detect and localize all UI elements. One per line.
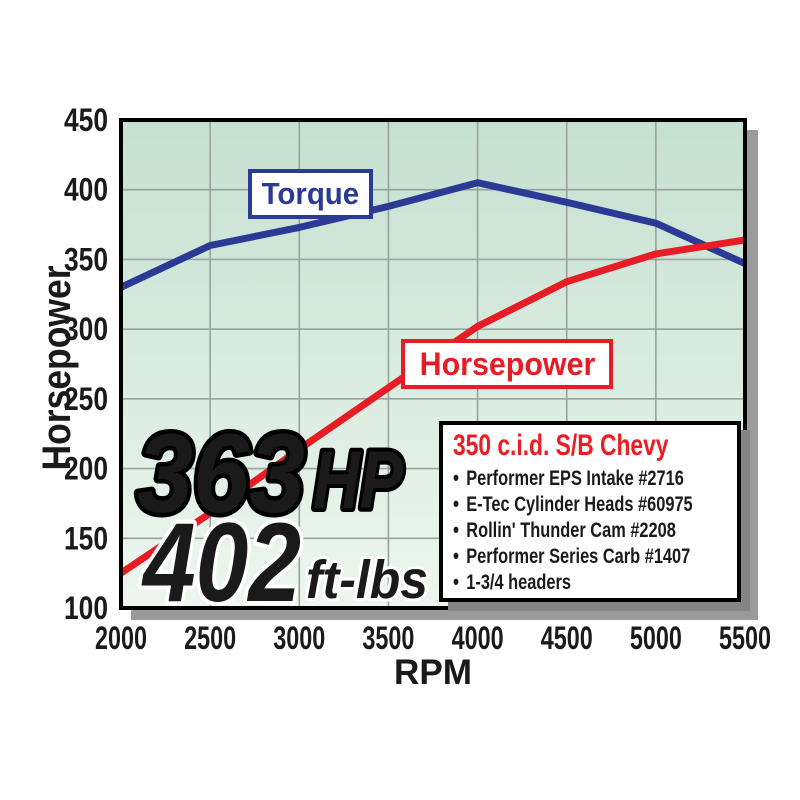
torque-curve — [119, 179, 747, 291]
x-tick-label: 2000 — [95, 620, 147, 656]
x-tick-label: 2500 — [184, 620, 236, 656]
y-tick-label: 200 — [64, 451, 108, 487]
spec-item: Performer EPS Intake #2716 — [453, 465, 684, 491]
spec-item: E-Tec Cylinder Heads #60975 — [453, 491, 692, 517]
y-tick-label: 450 — [64, 102, 108, 138]
peak-hp-value: 363 — [137, 411, 305, 536]
spec-item: Performer Series Carb #1407 — [453, 543, 690, 569]
y-tick-label: 300 — [64, 311, 108, 347]
spec-item: Rollin' Thunder Cam #2208 — [453, 517, 676, 543]
y-axis-title: Horsepower — [35, 266, 79, 471]
horsepower-curve-label: Horsepower — [419, 345, 595, 382]
y-tick-label: 250 — [64, 381, 108, 417]
torque-curve-label: Torque — [261, 176, 360, 211]
engine-spec-list: Performer EPS Intake #2716E-Tec Cylinder… — [453, 465, 737, 595]
x-axis-ticks: 2000 2500 3000 3500 4000 4500 5000 5500 — [95, 620, 771, 656]
y-tick-label: 100 — [64, 590, 108, 626]
y-tick-label: 150 — [64, 520, 108, 556]
x-tick-label: 4000 — [452, 620, 504, 656]
peak-torque-value: 402 — [141, 500, 301, 625]
x-tick-label: 3000 — [273, 620, 325, 656]
peak-torque-unit: ft-lbs — [306, 550, 428, 610]
peak-hp-unit: HP — [313, 435, 403, 526]
x-tick-label: 3500 — [362, 620, 414, 656]
x-tick-label: 5000 — [630, 620, 682, 656]
engine-spec-card: 350 c.i.d. S/B Chevy Performer EPS Intak… — [439, 421, 741, 602]
y-tick-label: 400 — [64, 172, 108, 208]
y-tick-label: 350 — [64, 241, 108, 277]
x-tick-label: 4500 — [541, 620, 593, 656]
x-tick-label: 5500 — [719, 620, 771, 656]
horsepower-curve-label-box: Horsepower — [401, 339, 613, 389]
y-axis-ticks: 100 150 200 250 300 350 400 450 — [64, 102, 108, 626]
engine-spec-title: 350 c.i.d. S/B Chevy — [453, 429, 669, 462]
torque-curve-label-box: Torque — [248, 169, 373, 219]
spec-item: 1-3/4 headers — [453, 569, 675, 595]
plot-border — [119, 118, 747, 610]
x-axis-title: RPM — [394, 653, 472, 692]
